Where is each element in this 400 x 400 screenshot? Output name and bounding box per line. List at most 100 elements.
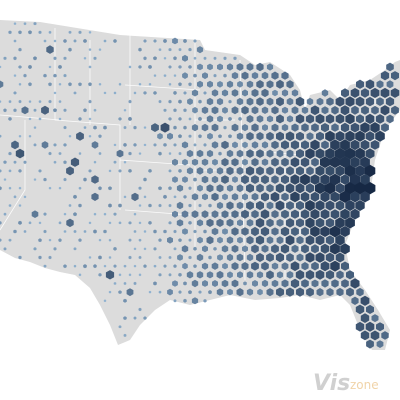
hex-bin [58,100,62,104]
hex-bin [345,96,355,107]
hex-bin [163,264,167,268]
hex-bin [133,125,137,130]
hex-bin [260,226,270,237]
hex-bin [266,288,274,297]
hex-bin [266,236,274,244]
hex-bin [271,71,279,80]
hex-bin [18,220,22,225]
hex-bin [116,149,124,158]
hex-bin [290,174,300,185]
hex-bin [324,182,336,195]
hex-bin [38,169,42,173]
hex-bin [325,114,335,124]
hex-bin [38,221,42,225]
hex-bin [380,105,390,116]
hex-bin [163,56,167,60]
hex-bin [201,210,209,219]
hex-bin [33,178,37,181]
hex-bin [202,193,208,201]
hex-bin [315,200,325,211]
hex-bin [286,97,294,106]
hex-bin [326,288,334,297]
hex-bin [172,176,178,183]
hex-bin [231,210,239,219]
hex-bin [192,107,198,114]
hex-bin [202,72,208,80]
hex-bin [335,113,345,124]
hex-bin [251,106,259,115]
hex-bin [196,253,204,262]
hex-bin [211,123,219,132]
hex-bin [93,212,97,216]
hex-bin [188,134,192,138]
hex-bin [176,219,184,227]
hex-bin [241,262,249,271]
hex-bin [13,160,17,164]
hex-bin [321,106,329,115]
hex-bin [3,56,7,60]
hex-bin [113,160,117,164]
hex-bin [261,71,269,80]
hex-bin [356,287,364,297]
hex-bin [198,203,202,208]
hex-bin [340,105,350,116]
hex-bin [183,125,187,130]
hex-bin [320,243,330,254]
hex-bin [23,160,27,164]
hex-bin [217,236,223,244]
hex-bin [173,125,177,130]
hex-bin [227,288,233,296]
hex-bin [296,148,304,159]
hex-bin [335,200,345,211]
hex-bin [168,169,172,173]
hex-bin [11,140,19,150]
hex-bin [311,244,319,254]
hex-bin [241,124,249,132]
hex-bin [193,143,197,147]
hex-bin [63,39,67,43]
hex-bin [246,63,254,71]
hex-bin [138,65,142,69]
hex-bin [216,201,224,210]
hex-bin [191,279,199,288]
hex-bin [211,262,219,270]
hex-bin [128,238,132,242]
hex-bin [103,91,107,95]
hex-bin [13,74,17,77]
hex-bin [43,177,47,182]
hex-bin [251,88,259,97]
hex-bin [118,290,122,294]
hex-bin [123,142,127,147]
hex-bin [281,140,289,150]
hex-bin [271,106,279,115]
hex-bin [245,166,255,176]
hex-bin [261,88,269,98]
hex-bin [98,48,102,51]
hex-bin [118,325,122,329]
hex-bin [291,209,299,219]
hex-bin [226,184,234,192]
hex-bin [187,98,193,105]
hex-bin [98,186,102,191]
hex-bin [173,229,177,234]
hex-bin [168,65,172,69]
hex-bin [163,229,167,234]
hex-bin [316,97,324,106]
hex-bin [339,190,351,203]
hex-bin [266,218,274,228]
hex-bin [53,56,57,61]
hex-bin [28,30,32,35]
hex-bin [341,279,349,288]
hex-bin [178,48,182,52]
hex-bin [163,108,167,112]
hex-bin [48,238,52,242]
hex-bin [186,271,194,279]
hex-bin [28,64,32,70]
hex-bin [193,73,197,78]
hex-bin [356,79,364,89]
hex-bin [296,166,304,176]
hex-bin [281,89,289,97]
hex-bin [143,177,147,182]
hex-bin [143,56,147,61]
watermark-suffix: zone [350,378,379,392]
